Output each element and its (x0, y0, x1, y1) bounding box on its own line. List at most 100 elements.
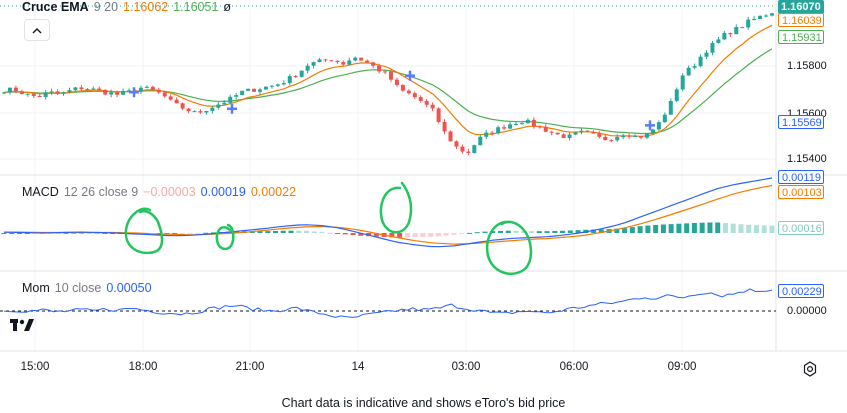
macd-histogram-bar (203, 232, 209, 234)
macd-histogram-bar (319, 232, 325, 234)
candle-body (627, 135, 632, 137)
macd-histogram-bar (420, 233, 426, 237)
macd-legend-signal: 0.00022 (250, 185, 297, 199)
macd-legend-hist: −0.00003 (143, 185, 196, 199)
candle-body (305, 65, 310, 71)
mom-legend-params: 10 close (54, 281, 102, 295)
candle-body (418, 97, 423, 101)
candle-body (615, 137, 620, 141)
macd-value-tag: 0.00119 (778, 170, 824, 184)
macd-histogram-bar (350, 233, 356, 236)
candle-body (603, 136, 608, 141)
tradingview-logo-icon[interactable] (9, 314, 35, 336)
candle-body (698, 56, 703, 67)
candle-body (716, 39, 721, 43)
mom-pane[interactable] (0, 288, 776, 318)
price-axis-label: 1.15800 (787, 60, 827, 72)
hist-value-tag: 0.00016 (778, 221, 824, 235)
macd-histogram-bar (172, 233, 178, 235)
macd-histogram-bar (482, 231, 488, 233)
macd-histogram-bar (428, 233, 434, 237)
candle-body (186, 108, 191, 112)
macd-histogram-bar (55, 233, 61, 234)
candle-body (674, 89, 679, 101)
candle-body (478, 136, 483, 146)
mom-legend[interactable]: Mom 10 close 0.00050 (22, 281, 157, 295)
macd-histogram-bar (691, 222, 697, 233)
ema-20-line (3, 48, 773, 135)
price-axis-label: 1.15400 (787, 153, 827, 165)
macd-signal-line (4, 184, 773, 245)
candle-body (204, 110, 209, 113)
candle-body (597, 133, 602, 137)
macd-histogram-bar (459, 233, 465, 234)
macd-histogram-bar (668, 224, 674, 233)
annotation-circle (485, 220, 533, 276)
macd-histogram-bar (443, 233, 449, 236)
macd-histogram-bar (591, 229, 597, 233)
macd-histogram-bar (598, 229, 604, 233)
candle-body (442, 121, 447, 132)
mom-line (3, 288, 773, 318)
candle-body (448, 131, 453, 142)
macd-histogram-bar (653, 224, 659, 233)
candle-body (293, 76, 298, 78)
candle-body (680, 75, 685, 90)
ema-legend-extra: ø (223, 0, 232, 14)
candle-body (37, 95, 42, 98)
candle-body (770, 13, 774, 16)
candle-body (210, 107, 215, 111)
macd-histogram-bar (179, 233, 185, 234)
candle-body (252, 88, 257, 92)
price-pane[interactable] (2, 12, 774, 156)
candle-body (174, 99, 179, 104)
candle-body (519, 123, 524, 125)
candle-body (412, 93, 417, 98)
macd-histogram-bar (466, 232, 472, 234)
candle-body (734, 27, 739, 35)
macd-histogram-bar (769, 225, 775, 233)
candle-body (537, 126, 542, 128)
candle-body (341, 62, 346, 65)
macd-histogram-bar (195, 233, 201, 234)
macd-histogram-bar (397, 233, 403, 238)
candle-body (246, 88, 251, 91)
candle-body (61, 92, 66, 94)
macd-histogram-bar (567, 230, 573, 233)
candle-body (365, 60, 370, 63)
macd-histogram-bar (497, 230, 503, 233)
candle-body (329, 60, 334, 62)
candle-body (258, 89, 262, 92)
candle-body (639, 135, 644, 138)
macd-legend[interactable]: MACD 12 26 close 9 −0.00003 0.00019 0.00022 (22, 185, 301, 199)
candle-body (127, 90, 132, 92)
macd-histogram-bar (327, 232, 333, 234)
ema-legend-value-slow: 1.16051 (173, 0, 219, 14)
candle-body (508, 124, 513, 129)
candle-body (67, 90, 72, 93)
ema-legend-name: Cruce EMA (22, 0, 89, 14)
chevron-up-icon (32, 27, 42, 33)
macd-histogram-bar (505, 230, 511, 233)
settings-gear-icon[interactable] (802, 361, 818, 377)
candle-body (222, 102, 227, 105)
collapse-legend-button[interactable] (24, 19, 50, 41)
candle-body (591, 131, 596, 134)
macd-histogram-bar (358, 233, 364, 236)
macd-histogram-bar (63, 232, 69, 234)
macd-histogram-bar (575, 230, 581, 233)
macd-histogram-bar (412, 233, 418, 238)
macd-pane[interactable] (1, 177, 775, 248)
candle-body (216, 104, 221, 108)
candle-body (656, 122, 661, 130)
macd-histogram-bar (257, 231, 263, 233)
candle-body (579, 130, 584, 133)
candle-body (764, 15, 769, 17)
candle-body (109, 92, 114, 95)
candle-body (192, 111, 197, 113)
candle-body (704, 52, 709, 57)
ema-legend[interactable]: Cruce EMA 9 20 1.16062 1.16051 ø (22, 0, 236, 14)
ema-slow-tag: 1.15931 (778, 30, 824, 44)
macd-histogram-bar (490, 231, 496, 233)
